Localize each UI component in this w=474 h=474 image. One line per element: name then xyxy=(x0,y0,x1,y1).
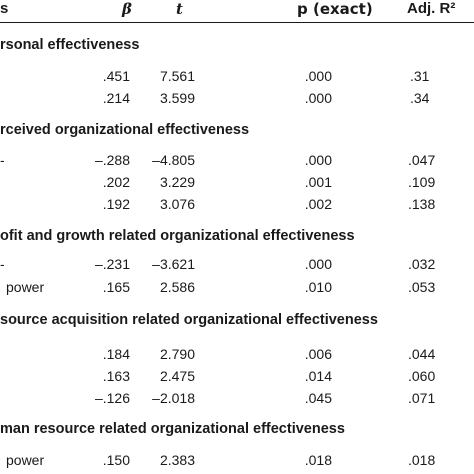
cell-beta: .214 xyxy=(102,90,130,106)
section-title: rsonal effectiveness xyxy=(0,37,140,53)
cell-beta: –.126 xyxy=(94,390,130,406)
cell-t: 2.383 xyxy=(159,452,195,468)
cell-t: 3.229 xyxy=(159,174,195,190)
header-adj-r2: Adj. R² xyxy=(407,0,456,17)
cell-p: .002 xyxy=(304,196,332,212)
cell-r2: .032 xyxy=(408,256,436,272)
cell-beta: .184 xyxy=(102,346,130,362)
cell-r2: .071 xyxy=(408,390,436,406)
cell-r2: .044 xyxy=(408,346,436,362)
cell-p: .018 xyxy=(304,452,332,468)
cell-r2: .138 xyxy=(408,196,436,212)
cell-p: .010 xyxy=(304,279,332,295)
section-title: source acquisition related organizationa… xyxy=(0,312,378,328)
cell-beta: –.231 xyxy=(94,256,130,272)
cell-r2: .047 xyxy=(408,152,436,168)
cell-r2: .018 xyxy=(408,452,436,468)
header-p: p (exact) xyxy=(297,0,373,18)
header-col0: s xyxy=(0,0,9,17)
cell-p: .014 xyxy=(304,368,332,384)
cell-r2: .053 xyxy=(408,279,436,295)
cell-p: .000 xyxy=(304,256,332,272)
cell-beta: .451 xyxy=(102,68,130,84)
cell-t: 3.599 xyxy=(159,90,195,106)
row-label: - xyxy=(0,256,5,272)
row-label: - xyxy=(0,152,5,168)
cell-t: –2.018 xyxy=(152,390,195,406)
cell-r2: .31 xyxy=(410,68,430,84)
header-beta: β xyxy=(122,0,132,18)
cell-t: 2.475 xyxy=(159,368,195,384)
cell-beta: .202 xyxy=(102,174,130,190)
cell-r2: .109 xyxy=(408,174,436,190)
cell-t: 7.561 xyxy=(159,68,195,84)
cell-r2: .060 xyxy=(408,368,436,384)
cell-r2: .34 xyxy=(410,90,430,106)
cell-beta: .192 xyxy=(102,196,130,212)
cell-p: .045 xyxy=(304,390,332,406)
cell-t: 2.790 xyxy=(159,346,195,362)
cell-p: .000 xyxy=(304,68,332,84)
section-title: rceived organizational effectiveness xyxy=(0,122,250,138)
cell-beta: .163 xyxy=(102,368,130,384)
cell-t: –3.621 xyxy=(152,256,195,272)
cell-beta: –.288 xyxy=(94,152,130,168)
cell-p: .000 xyxy=(304,90,332,106)
row-label: power xyxy=(6,279,45,295)
section-title: man resource related organizational effe… xyxy=(0,421,345,437)
row-label: power xyxy=(6,452,45,468)
cell-p: .000 xyxy=(304,152,332,168)
cell-beta: .165 xyxy=(102,279,130,295)
cell-t: 2.586 xyxy=(159,279,195,295)
cell-p: .001 xyxy=(304,174,332,190)
cell-beta: .150 xyxy=(102,452,130,468)
section-title: ofit and growth related organizational e… xyxy=(0,228,355,244)
cell-p: .006 xyxy=(304,346,332,362)
header-rule xyxy=(0,22,474,23)
header-t: t xyxy=(176,0,183,18)
cell-t: 3.076 xyxy=(159,196,195,212)
cell-t: –4.805 xyxy=(152,152,195,168)
